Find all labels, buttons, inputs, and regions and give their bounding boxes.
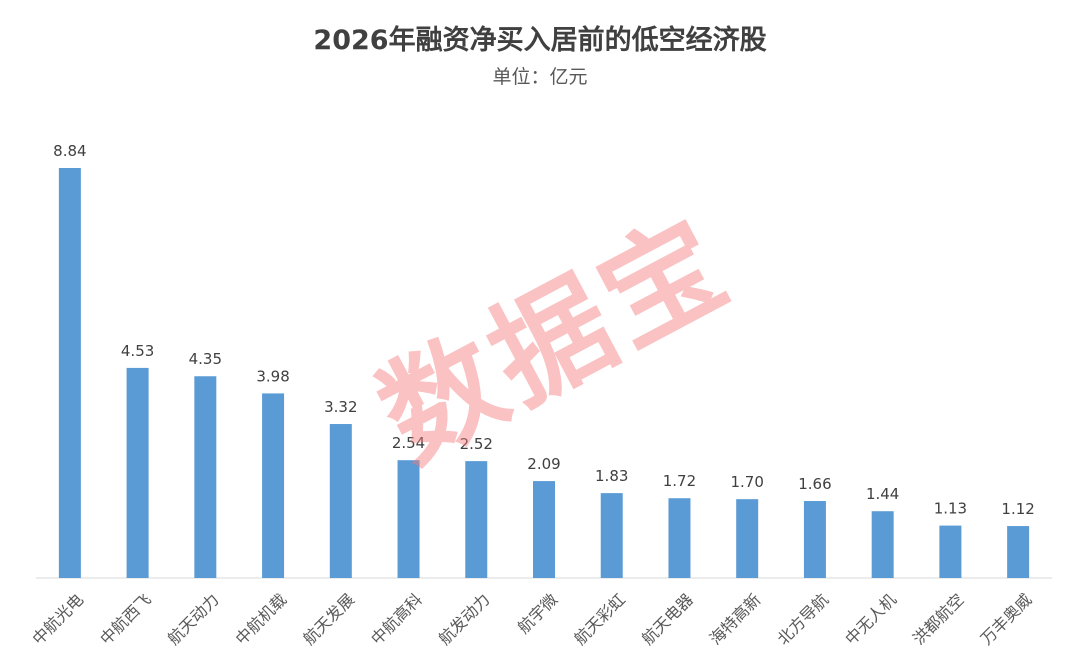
data-label: 1.83 <box>595 467 628 485</box>
x-tick-label: 中航光电 <box>28 590 87 649</box>
bar <box>1007 526 1030 578</box>
data-label: 1.12 <box>1001 500 1034 518</box>
x-tick-label: 洪都航空 <box>909 590 968 649</box>
data-label: 1.13 <box>934 500 967 518</box>
x-tick-label: 万丰奥威 <box>977 590 1036 649</box>
data-label: 4.53 <box>121 342 154 360</box>
x-tick-label: 航天动力 <box>164 590 223 649</box>
bar <box>939 525 962 578</box>
bar <box>465 461 488 578</box>
data-label: 1.72 <box>663 472 696 490</box>
data-label: 1.70 <box>730 473 763 491</box>
bar <box>262 393 285 578</box>
x-tick-label: 北方导航 <box>774 590 833 649</box>
data-label: 2.52 <box>460 435 493 453</box>
data-label: 1.66 <box>798 475 831 493</box>
x-tick-label: 航发动力 <box>435 590 494 649</box>
bar <box>668 498 691 578</box>
bar <box>58 168 81 578</box>
bar <box>600 493 623 578</box>
bar <box>126 367 149 578</box>
chart-subtitle: 单位：亿元 <box>492 66 588 88</box>
data-label: 1.44 <box>866 485 899 503</box>
bar <box>736 499 759 578</box>
data-label: 3.98 <box>256 367 289 385</box>
bar <box>194 376 217 578</box>
x-tick-label: 航天发展 <box>299 590 358 649</box>
data-label: 8.84 <box>53 142 86 160</box>
x-tick-label: 海特高新 <box>706 590 765 649</box>
bar <box>329 424 352 578</box>
bar <box>397 460 420 578</box>
x-tick-label: 中航高科 <box>367 590 426 649</box>
data-label: 2.09 <box>527 455 560 473</box>
bar <box>803 501 826 578</box>
x-tick-label: 航天电器 <box>638 590 697 649</box>
x-tick-label: 中航西飞 <box>96 590 155 649</box>
data-label: 2.54 <box>392 434 425 452</box>
data-label: 4.35 <box>189 350 222 368</box>
bar <box>871 511 894 578</box>
x-tick-label: 航宇微 <box>514 590 561 637</box>
x-tick-label: 中航机载 <box>232 590 291 649</box>
bar <box>533 481 555 578</box>
x-tick-label: 航天彩虹 <box>570 590 629 649</box>
x-tick-label: 中无人机 <box>841 590 900 649</box>
data-label: 3.32 <box>324 398 357 416</box>
chart-title: 2026年融资净买入居前的低空经济股 <box>313 25 767 56</box>
